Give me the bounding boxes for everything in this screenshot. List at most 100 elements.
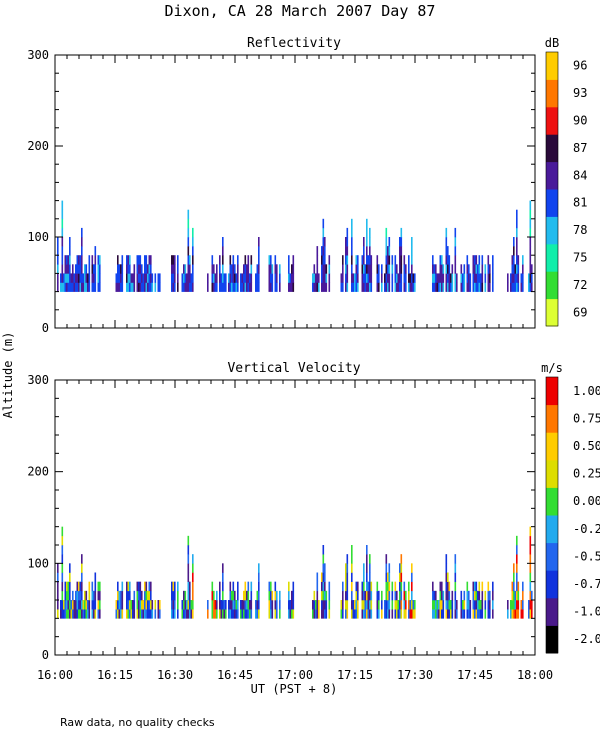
panel-title-reflectivity: Reflectivity bbox=[247, 36, 341, 51]
reflectivity-cell bbox=[85, 264, 88, 274]
reflectivity-cell bbox=[346, 273, 349, 283]
velocity-cell bbox=[321, 590, 323, 601]
reflectivity-cell bbox=[322, 282, 325, 292]
velocity-cell bbox=[403, 590, 406, 601]
velocity-cell bbox=[511, 581, 514, 592]
velocity-cell bbox=[351, 600, 353, 610]
velocity-cell bbox=[447, 600, 449, 610]
velocity-cell bbox=[516, 535, 518, 546]
velocity-cell bbox=[94, 609, 97, 619]
velocity-cell bbox=[367, 600, 370, 610]
velocity-cell bbox=[442, 609, 445, 619]
velocity-cell bbox=[345, 600, 347, 610]
velocity-cell bbox=[118, 590, 121, 601]
reflectivity-cell bbox=[520, 273, 523, 283]
velocity-cell bbox=[186, 600, 188, 610]
velocity-cell bbox=[151, 609, 154, 619]
velocity-cell bbox=[489, 600, 491, 610]
velocity-cell bbox=[91, 581, 94, 592]
reflectivity-cell bbox=[328, 255, 331, 265]
colorbar-swatch bbox=[546, 515, 558, 544]
velocity-cell bbox=[517, 609, 520, 619]
velocity-cell bbox=[322, 609, 325, 619]
velocity-cell bbox=[318, 609, 320, 619]
reflectivity-cell bbox=[439, 264, 442, 274]
reflectivity-cell bbox=[378, 273, 380, 283]
velocity-cell bbox=[325, 600, 328, 610]
reflectivity-cell bbox=[369, 246, 371, 256]
reflectivity-cell bbox=[79, 273, 82, 283]
reflectivity-cell bbox=[316, 246, 319, 256]
velocity-cell bbox=[448, 600, 451, 610]
reflectivity-cell bbox=[127, 282, 130, 292]
reflectivity-cell bbox=[351, 246, 353, 256]
reflectivity-cell bbox=[357, 282, 359, 292]
reflectivity-cell bbox=[211, 255, 214, 265]
reflectivity-cell bbox=[61, 218, 64, 229]
reflectivity-cell bbox=[183, 273, 185, 283]
velocity-cell bbox=[439, 600, 442, 610]
velocity-cell bbox=[231, 609, 233, 619]
velocity-cell bbox=[324, 581, 326, 592]
velocity-cell bbox=[234, 600, 236, 610]
velocity-cell bbox=[492, 590, 494, 601]
reflectivity-cell bbox=[388, 264, 391, 274]
velocity-cell bbox=[316, 572, 319, 582]
reflectivity-cell bbox=[351, 227, 353, 238]
reflectivity-cell bbox=[435, 282, 437, 292]
reflectivity-cell bbox=[174, 282, 176, 292]
velocity-cell bbox=[376, 600, 379, 610]
reflectivity-cell bbox=[67, 273, 70, 283]
velocity-cell bbox=[189, 600, 191, 610]
colorbar-label: 0.50 bbox=[573, 439, 600, 453]
velocity-cell bbox=[130, 609, 133, 619]
y-tick-label: 100 bbox=[27, 230, 49, 244]
velocity-cell bbox=[243, 590, 245, 601]
velocity-cell bbox=[268, 600, 271, 610]
reflectivity-cell bbox=[57, 255, 59, 265]
velocity-cell bbox=[258, 563, 260, 573]
velocity-cell bbox=[171, 590, 173, 601]
reflectivity-cell bbox=[120, 282, 122, 292]
velocity-cell bbox=[439, 609, 442, 619]
reflectivity-cell bbox=[129, 273, 131, 283]
figure-title: Dixon, CA 28 March 2007 Day 87 bbox=[165, 2, 436, 20]
reflectivity-cell bbox=[369, 255, 371, 265]
velocity-cell bbox=[213, 590, 215, 601]
velocity-cell bbox=[363, 600, 365, 610]
reflectivity-cell bbox=[274, 255, 277, 265]
velocity-cell bbox=[400, 590, 403, 601]
reflectivity-cell bbox=[241, 282, 244, 292]
velocity-cell bbox=[351, 572, 353, 582]
velocity-cell bbox=[268, 581, 271, 592]
reflectivity-cell bbox=[342, 255, 344, 265]
velocity-cell bbox=[376, 590, 379, 601]
reflectivity-cell bbox=[366, 273, 368, 283]
velocity-cell bbox=[513, 581, 515, 592]
x-tick-label: 17:15 bbox=[337, 668, 373, 682]
reflectivity-cell bbox=[222, 264, 224, 274]
reflectivity-cell bbox=[529, 246, 532, 256]
velocity-cell bbox=[187, 554, 190, 564]
velocity-cell bbox=[84, 609, 86, 619]
reflectivity-cell bbox=[529, 237, 532, 247]
reflectivity-cell bbox=[454, 227, 457, 238]
reflectivity-cell bbox=[322, 237, 325, 247]
reflectivity-cell bbox=[510, 282, 512, 292]
velocity-cell bbox=[270, 600, 272, 610]
reflectivity-cell bbox=[171, 255, 173, 265]
reflectivity-cell bbox=[456, 282, 458, 292]
reflectivity-cell bbox=[145, 282, 148, 292]
reflectivity-cell bbox=[442, 264, 445, 274]
reflectivity-cell bbox=[388, 282, 391, 292]
reflectivity-cell bbox=[192, 273, 194, 283]
velocity-cell bbox=[91, 609, 94, 619]
velocity-cell bbox=[148, 600, 151, 610]
velocity-cell bbox=[394, 581, 397, 592]
velocity-cell bbox=[484, 590, 487, 601]
reflectivity-cell bbox=[130, 273, 133, 283]
reflectivity-cell bbox=[148, 255, 151, 265]
reflectivity-cell bbox=[318, 273, 320, 283]
velocity-cell bbox=[145, 609, 148, 619]
reflectivity-cell bbox=[441, 255, 443, 265]
